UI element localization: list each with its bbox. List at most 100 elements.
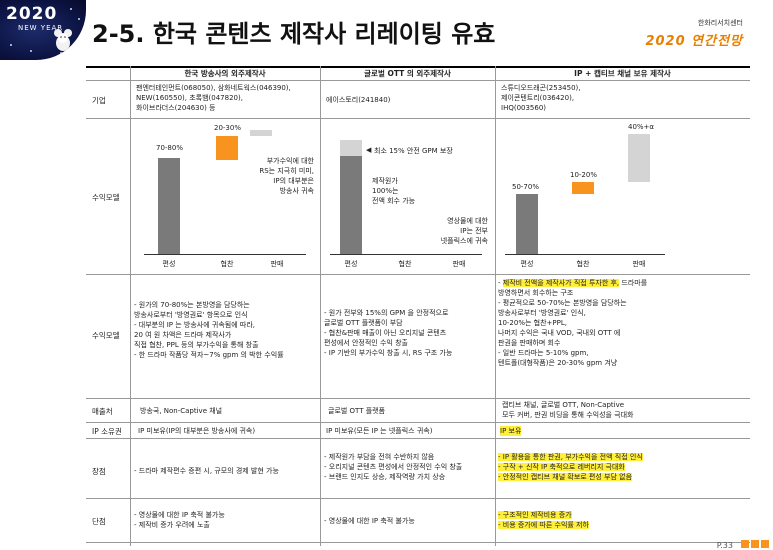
row-label-company: 기업 (92, 96, 106, 105)
column-header-ott: 글로벌 OTT 의 외주제작사 (364, 69, 451, 78)
year-logo-badge: 2020 NEW YEAR (0, 0, 86, 60)
bar-ip-sales (628, 134, 650, 182)
x-tick-label: 협찬 (398, 260, 412, 268)
ip-ott: IP 미보유(모든 IP 는 넷플릭스 귀속) (326, 427, 433, 435)
text-line: 캡티브 채널, 글로벌 OTT, Non-Captive (502, 401, 625, 409)
highlight-text: - IP 활용을 통한 판권, 부가수익을 전액 직접 인식 (498, 453, 643, 461)
chart-note-mid: 제작원가 100%는 전액 회수 가능 (372, 176, 415, 206)
x-tick-label: 편성 (520, 260, 534, 268)
row-revenue-text (86, 274, 750, 399)
note-line: RS는 지극히 미미, (259, 167, 314, 175)
bar-ip-sponsor (572, 182, 594, 194)
chart-note: 부가수익에 대한 RS는 지극히 미미, IP의 대부분은 방송사 귀속 (250, 156, 314, 196)
bar-label: 10-20% (570, 171, 597, 179)
bar-broadcast-sales (250, 130, 272, 136)
buyer-ip-captive: 캡티브 채널, 글로벌 OTT, Non-Captive 모두 커버, 판권 비… (502, 400, 634, 420)
bar-ip-slot (516, 194, 538, 254)
text-line: - 비용 증가에 따른 수익률 저하 (498, 520, 589, 530)
x-axis (330, 254, 482, 255)
buyer-broadcast: 방송국, Non-Captive 채널 (140, 407, 223, 415)
bar-label: 40%+α (628, 123, 655, 131)
logo-subtitle: NEW YEAR (18, 24, 64, 32)
text-line: - 일반 드라마는 5-10% gpm, (498, 349, 589, 357)
row-buyer (86, 398, 750, 423)
ip-ip-captive: IP 보유 (500, 426, 522, 436)
text-line: - 오리지널 콘텐츠 편성에서 안정적인 수익 창출 (324, 463, 463, 471)
brand-name: 한화리서치센터 (697, 19, 743, 27)
revenue-ip-captive: - 제작비 전액을 제작사가 직접 투자한 후, 드라마를 방영하면서 회수하는… (498, 278, 647, 368)
bar-label: 50-70% (512, 183, 539, 191)
text-line: - 원가 전부와 15%의 GPM 을 안정적으로 (324, 309, 449, 317)
footer-decoration (741, 540, 769, 548)
text-line: 모두 커버, 판권 비딩을 통해 수익성을 극대화 (502, 411, 634, 419)
note-line: IP는 전부 (460, 227, 488, 235)
row-label-buyer: 매출처 (92, 407, 113, 416)
note-line: 부가수익에 대한 (266, 157, 314, 165)
company-line: 스튜디오드래곤(253450), (501, 84, 581, 92)
revenue-broadcast: - 원가의 70-80%는 본방영을 담당하는 방송사로부터 '방영권료' 항목… (134, 300, 284, 360)
page-number: P.33 (716, 541, 733, 550)
text-line: - 브랜드 인지도 상승, 제작역량 가치 상승 (324, 473, 446, 481)
text-line: 10-20%는 협찬+PPL, (498, 319, 567, 327)
page-title: 2-5. 한국 콘텐츠 제작사 리레이팅 유효 (92, 20, 496, 48)
text-line: 방영하면서 회수하는 구조 (498, 289, 574, 297)
col-divider (320, 66, 321, 546)
text-tail: 드라마를 (619, 279, 648, 287)
note-line: 넷플릭스에 귀속 (440, 237, 488, 245)
text-line: - 제작원가 부담을 전혀 수반하지 않음 (324, 453, 435, 461)
text-line: - 구조적인 제작비용 증가 (498, 510, 589, 520)
text-line: - 대부분의 IP 는 방송사에 귀속됨에 따라, (134, 321, 255, 329)
text-line: 20 여 원 차액은 드라마 제작사가 (134, 331, 232, 339)
logo-year: 2020 (6, 4, 58, 24)
row-label-cons: 단점 (92, 517, 106, 526)
x-tick-label: 판매 (270, 260, 284, 268)
company-ip-captive: 스튜디오드래곤(253450), 제이콘텐트리(036420), IHQ(003… (501, 83, 581, 113)
chart-note-right: 영상물에 대한 IP는 전부 넷플릭스에 귀속 (424, 216, 488, 246)
x-tick-label: 협찬 (576, 260, 590, 268)
text-line: - 안정적인 캡티브 채널 확보로 편성 부담 없음 (498, 472, 643, 482)
x-tick-label: 편성 (344, 260, 358, 268)
text-line: 직접 협찬, PPL 등의 부가수익을 통해 창출 (134, 341, 259, 349)
company-broadcast: 팬엔터테인먼트(068050), 삼화네트웍스(046390), NEW(160… (136, 83, 291, 113)
x-tick-label: 판매 (632, 260, 646, 268)
company-line: 제이콘텐트리(036420), (501, 94, 575, 102)
row-ip-ownership (86, 422, 750, 439)
text-line: - 협찬&판매 매출이 아닌 오리지널 콘텐츠 (324, 329, 447, 337)
text-line: - 원가의 70-80%는 본방영을 담당하는 (134, 301, 250, 309)
pros-broadcast: - 드라마 제작편수 증편 시, 규모의 경제 발현 가능 (134, 467, 279, 475)
note-line: 방송사 귀속 (279, 187, 314, 195)
text-line: 판권을 판매하며 회수 (498, 339, 561, 347)
row-label-revenue-model: 수익모델 (92, 331, 120, 340)
text-line: 텐트폴(대형작품)은 20-30% gpm 겨냥 (498, 359, 618, 367)
text-line: - 제작비 전액을 제작사가 직접 투자한 후, 드라마를 (498, 279, 648, 287)
text-line: 방송사로부터 '방영권료' 항목으로 인식 (134, 311, 248, 319)
row-label-pros: 장점 (92, 467, 106, 476)
column-header-broadcast: 한국 방송사의 외주제작사 (184, 69, 266, 78)
text-line: 글로벌 OTT 플랫폼이 부담 (324, 319, 403, 327)
company-line: NEW(160550), 초록뱀(047820), (136, 94, 243, 102)
note-line: 영상물에 대한 (447, 217, 488, 225)
cons-ott: - 영상물에 대한 IP 축적 불가능 (324, 517, 415, 525)
text-line: - 영상물에 대한 IP 축적 불가능 (134, 511, 225, 519)
note-line: 전액 회수 가능 (372, 197, 416, 205)
bar-broadcast-sponsor (216, 136, 238, 160)
text-line: - 한 드라마 작품당 적자~7% gpm 의 박한 수익률 (134, 351, 284, 359)
column-header-ip-captive: IP + 캡티브 채널 보유 제작사 (574, 69, 671, 78)
text-line: - IP 활용을 통한 판권, 부가수익을 전액 직접 인식 (498, 452, 643, 462)
row-cons (86, 498, 750, 543)
text-line: - 평균적으로 50-70%는 본방영을 담당하는 (498, 299, 627, 307)
text-line: 나머지 수익은 국내 VOD, 국내외 OTT 에 (498, 329, 621, 337)
note-line: IP의 대부분은 (273, 177, 314, 185)
row-revenue-chart (86, 118, 750, 275)
col-divider (130, 66, 131, 546)
row-label-revenue-model: 수익모델 (92, 193, 120, 202)
brand-report-title: 2020 연간전망 (645, 34, 743, 49)
text-line: 편성에서 안정적인 수익 창출 (324, 339, 408, 347)
company-line: 화이브라더스(204630) 등 (136, 104, 216, 112)
x-axis (144, 254, 306, 255)
note-line: 제작원가 (372, 177, 398, 185)
arrow-icon: ◀ (366, 146, 372, 154)
x-tick-label: 판매 (452, 260, 466, 268)
pros-ip-captive: - IP 활용을 통한 판권, 부가수익을 전액 직접 인식 - 구작 + 신작… (498, 452, 643, 482)
cons-broadcast: - 영상물에 대한 IP 축적 불가능 - 제작비 증가 우려에 노출 (134, 510, 225, 530)
